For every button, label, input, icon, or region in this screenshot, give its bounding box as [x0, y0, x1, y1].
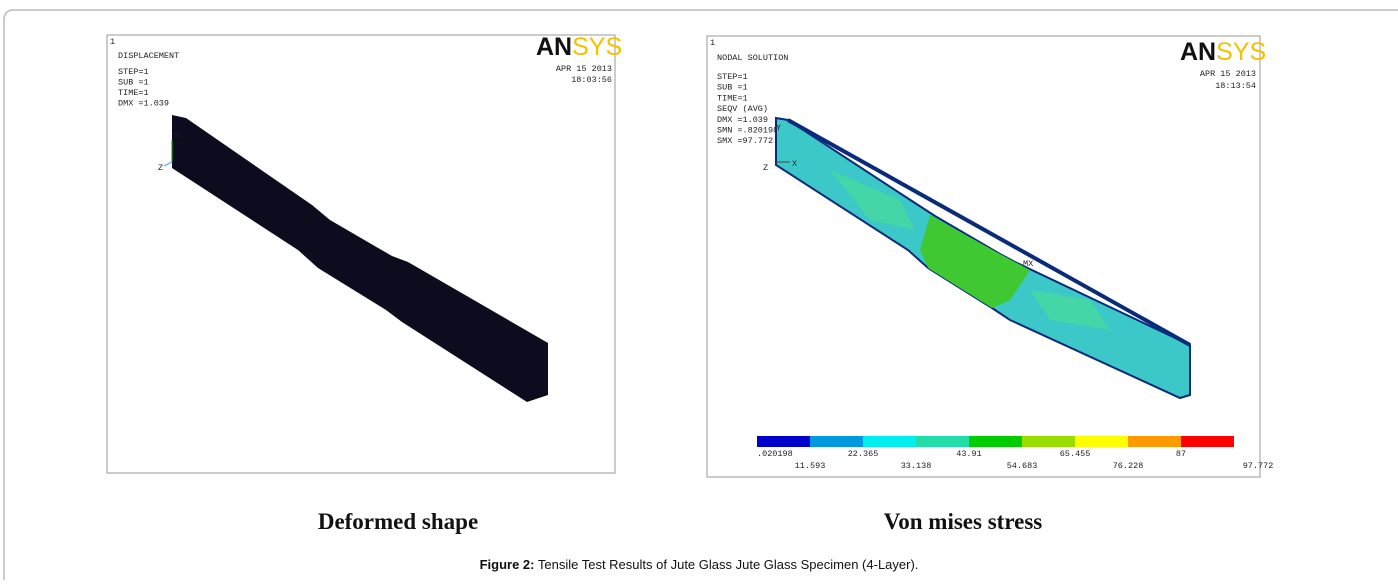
legend-label: .020198 — [757, 449, 793, 459]
window-number: 1 — [710, 38, 715, 48]
legend-swatch — [863, 436, 916, 447]
legend-label: 11.593 — [795, 461, 826, 471]
legend-label: 76.228 — [1113, 461, 1144, 471]
legend-label: 65.455 — [1060, 449, 1091, 459]
logo-an: AN — [536, 33, 572, 61]
beam-zone — [830, 170, 915, 230]
info-line: TIME=1 — [118, 88, 149, 98]
logo-sys: SYS — [572, 33, 622, 61]
window-number: 1 — [110, 37, 115, 47]
info-line: DMX =1.039 — [118, 99, 169, 109]
axis-label: Y — [776, 123, 781, 133]
heading: NODAL SOLUTION — [717, 53, 788, 63]
date: APR 15 2013 — [556, 64, 612, 74]
axis — [163, 161, 173, 167]
time: 18:13:54 — [1215, 81, 1256, 91]
info-line: SMX =97.772 — [717, 136, 773, 146]
axis-label: X — [792, 159, 797, 169]
info-line: SUB =1 — [717, 83, 748, 93]
legend-label: 87 — [1176, 449, 1186, 459]
axis-label: Y — [174, 131, 179, 141]
info-line: SUB =1 — [118, 78, 149, 88]
subcaption: Deformed shape — [318, 509, 478, 534]
info-line: TIME=1 — [717, 93, 748, 103]
legend-swatch — [1128, 436, 1181, 447]
info-line: STEP=1 — [717, 72, 748, 82]
heading: DISPLACEMENT — [118, 51, 179, 61]
legend-label: 97.772 — [1243, 461, 1274, 471]
info-line: SEQV (AVG) — [717, 104, 768, 114]
caption-text: Tensile Test Results of Jute Glass Jute … — [535, 557, 919, 572]
legend-swatch — [1181, 436, 1234, 447]
frame — [3, 9, 1398, 580]
legend-label: 43.91 — [956, 449, 982, 459]
figure-caption: Figure 2: Tensile Test Results of Jute G… — [480, 557, 919, 572]
logo: ANSYS — [536, 33, 622, 61]
axis-label: Z — [763, 163, 768, 173]
max-marker: MX — [1023, 259, 1033, 269]
logo-an: AN — [1180, 38, 1216, 66]
legend-label: 22.365 — [848, 449, 879, 459]
info-line: DMX =1.039 — [717, 115, 768, 125]
legend-swatch — [916, 436, 969, 447]
legend-swatch — [757, 436, 810, 447]
legend-swatch — [810, 436, 863, 447]
logo-sys: SYS — [1216, 38, 1266, 66]
time: 18:03:56 — [571, 75, 612, 85]
legend-label: 54.683 — [1007, 461, 1038, 471]
beam — [172, 115, 548, 402]
logo: ANSYS — [1180, 38, 1266, 66]
info-line: STEP=1 — [118, 67, 149, 77]
subcaption: Von mises stress — [884, 509, 1043, 534]
legend-swatch — [1022, 436, 1075, 447]
legend-swatch — [969, 436, 1022, 447]
beam-edge — [787, 118, 1191, 347]
legend-swatch — [1075, 436, 1128, 447]
beam-zone — [1030, 290, 1110, 330]
date: APR 15 2013 — [1200, 69, 1256, 79]
info-line: SMN =.820198 — [717, 126, 778, 136]
beam-core — [920, 215, 1030, 308]
legend-label: 33.138 — [901, 461, 932, 471]
caption-label: Figure 2: — [480, 557, 535, 572]
axis-label: Z — [158, 163, 163, 173]
